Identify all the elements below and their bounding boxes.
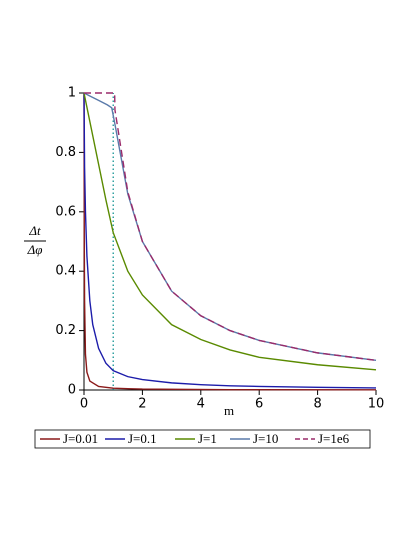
series-line <box>83 92 377 389</box>
legend-label: J=0.01 <box>63 431 98 446</box>
series-line <box>83 92 377 361</box>
x-axis-label: m <box>224 403 234 418</box>
x-tick-label: 4 <box>197 397 205 412</box>
y-tick-label: 1 <box>68 86 76 101</box>
legend-label: J=0.1 <box>128 431 157 446</box>
y-label-numerator: Δt <box>28 223 41 238</box>
x-tick-label: 0 <box>80 397 88 412</box>
x-tick-label: 2 <box>138 397 146 412</box>
legend-label: J=1 <box>198 431 217 446</box>
legend-label: J=1e6 <box>318 431 350 446</box>
y-tick-label: 0.6 <box>55 204 76 219</box>
legend-label: J=10 <box>253 431 278 446</box>
legend-box <box>34 429 371 449</box>
y-label-denominator: Δφ <box>27 242 43 257</box>
x-tick-label: 6 <box>255 397 263 412</box>
series-line <box>84 92 377 361</box>
y-tick-label: 0 <box>68 383 76 398</box>
y-tick-label: 0.8 <box>55 145 76 160</box>
x-tick-label: 10 <box>368 397 385 412</box>
series-line <box>83 92 377 371</box>
series-line <box>83 92 377 391</box>
y-tick-label: 0.4 <box>55 264 76 279</box>
x-tick-label: 8 <box>313 397 321 412</box>
y-tick-label: 0.2 <box>55 323 76 338</box>
